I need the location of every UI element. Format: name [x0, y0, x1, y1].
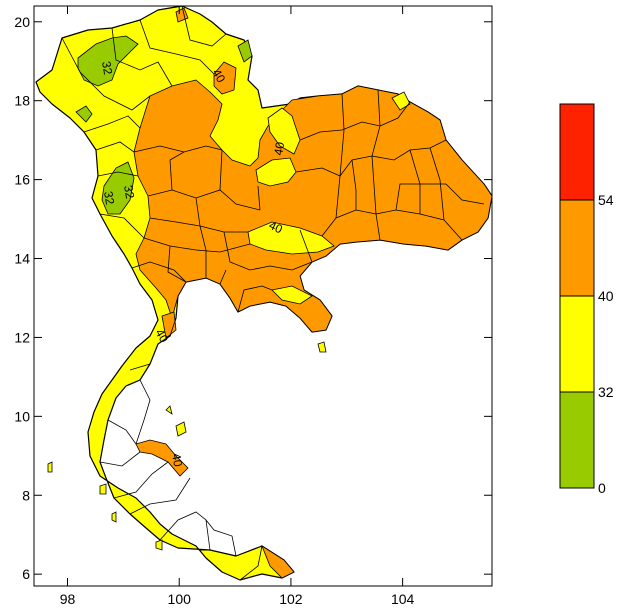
region-orange-west-coast-patch — [161, 311, 177, 339]
x-tick-label: 100 — [168, 591, 192, 607]
colorbar-bin — [559, 199, 595, 297]
y-tick-label: 8 — [22, 487, 30, 503]
y-tick-label: 20 — [14, 14, 30, 30]
x-tick-label: 104 — [391, 591, 415, 607]
colorbar-bin — [559, 391, 595, 489]
y-tick-label: 14 — [14, 251, 30, 267]
colorbar-label: 54 — [598, 192, 614, 208]
contour-label-40-south-coast: 40 — [152, 327, 171, 346]
colorbar-label: 40 — [598, 288, 614, 304]
contour-label-32-west-b: 32 — [121, 184, 137, 200]
contour-label-32-north: 32 — [99, 60, 115, 76]
region-yellow-notch-ne — [391, 91, 411, 111]
colorbar-label: 0 — [598, 480, 606, 496]
contour-label-32-west-a: 32 — [101, 190, 117, 206]
y-tick-label: 12 — [14, 329, 30, 345]
colorbar-bin — [559, 295, 595, 393]
region-green-west — [101, 161, 135, 215]
region-orange-peninsula-patch — [135, 439, 189, 477]
axes: 98 100 102 104 6 8 10 12 14 16 18 20 — [14, 6, 492, 607]
y-tick-label: 6 — [22, 566, 30, 582]
islands — [47, 341, 327, 551]
region-orange-south-patch — [261, 544, 295, 579]
contour-label-40-peninsula: 40 — [169, 452, 185, 468]
colorbar: 0 32 40 54 — [559, 103, 614, 496]
contour-label-40-center: 40 — [267, 218, 285, 236]
x-tick-label: 102 — [279, 591, 303, 607]
province-boundaries — [61, 5, 485, 581]
region-orange-central — [133, 79, 493, 333]
region-green-tiny — [75, 105, 93, 123]
x-tick-label: 98 — [60, 591, 76, 607]
region-green-ne — [237, 39, 253, 63]
region-yellow-island-south — [271, 285, 313, 305]
region-orange-north-patch — [213, 61, 237, 95]
contour-label-40-north-east: 40 — [271, 141, 287, 157]
colorbar-label: 32 — [598, 384, 614, 400]
plot-frame — [33, 5, 493, 587]
region-yellow-island-east — [267, 107, 301, 155]
y-tick-label: 10 — [14, 408, 30, 424]
region-yellow-island-north — [255, 157, 297, 187]
region-yellow-island-mid — [247, 221, 335, 255]
region-green-north — [77, 35, 139, 87]
contour-label-40-north: 40 — [209, 67, 228, 86]
y-tick-label: 18 — [14, 93, 30, 109]
colorbar-bin — [559, 103, 595, 201]
y-tick-label: 16 — [14, 172, 30, 188]
